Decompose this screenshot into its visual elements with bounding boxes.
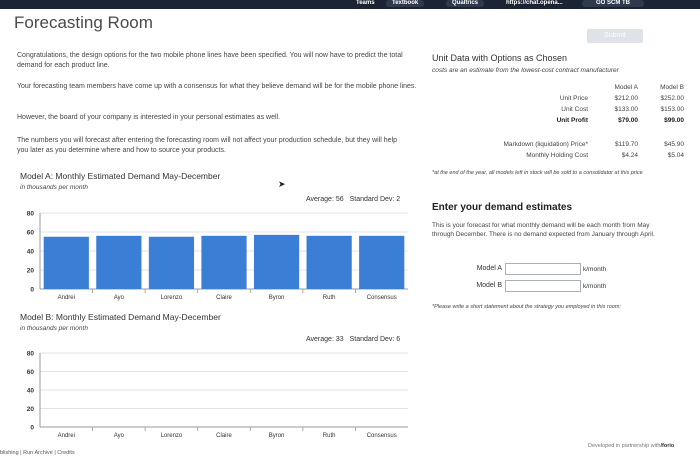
submit-button[interactable]: Submit xyxy=(587,29,643,43)
unit-price-label: Unit Price xyxy=(559,95,588,102)
model-a-stddev-label: Standard Dev: xyxy=(349,196,395,203)
model-b-category-label: Byron xyxy=(269,433,285,439)
model-a-category-label: Lorenzo xyxy=(161,295,183,301)
model-b-stddev-label: Standard Dev: xyxy=(349,336,395,343)
model-b-bar-chart: 0 20 40 60 80 Andrei Ayo Lorenzo Claire Byron Ruth… xyxy=(27,351,408,439)
model-a-category-label: Ayo xyxy=(114,295,125,301)
model-b-average-label: Average: xyxy=(306,336,334,343)
model-b-ytick-label: 80 xyxy=(27,351,35,358)
bookmark-go-scm[interactable]: GO SCM TB xyxy=(582,0,644,7)
model-b-category-label: Andrei xyxy=(58,433,75,439)
model-b-chart-title: Model B: Monthly Estimated Demand May-De… xyxy=(20,312,221,322)
unit-cost-b: $153.00 xyxy=(660,106,685,113)
model-a-bar-ruth xyxy=(306,235,352,289)
model-a-bar-lorenzo xyxy=(148,236,195,289)
model-a-unit: k/month xyxy=(583,266,607,273)
unit-profit-label: Unit Profit xyxy=(556,117,588,124)
page-title: Forecasting Room xyxy=(14,13,153,32)
markdown-price-a: $119.70 xyxy=(614,141,638,148)
model-b-ytick-label: 40 xyxy=(27,388,35,395)
unit-profit-a: $79.00 xyxy=(618,117,638,124)
unit-cost-a: $133.00 xyxy=(614,106,639,113)
unit-price-a: $212.00 xyxy=(614,95,639,102)
model-b-stddev-value: 6 xyxy=(396,336,401,343)
forecasting-room-page: Forecasting Room Submit Congratulations,… xyxy=(0,9,700,460)
browser-bookmark-bar: Teams Textbook Qualtrics https://chat.op… xyxy=(0,0,700,9)
bookmark-chat[interactable]: https://chat.opena... xyxy=(506,0,563,6)
intro-paragraph-4: The numbers you will forecast after ente… xyxy=(17,137,398,154)
markdown-price-b: $45.90 xyxy=(664,141,684,148)
model-a-average-label: Average: xyxy=(306,196,334,203)
estimates-title: Enter your demand estimates xyxy=(432,202,573,213)
cursor-pointer-icon: ➤ xyxy=(278,179,286,189)
holding-cost-a: $4.24 xyxy=(621,152,638,159)
model-a-ytick-label: 40 xyxy=(27,249,35,256)
model-a-input-label: Model A xyxy=(476,265,502,272)
model-a-category-label: Ruth xyxy=(323,295,336,301)
model-a-chart-subtitle: in thousands per month xyxy=(20,184,88,191)
model-b-category-label: Lorenzo xyxy=(161,433,183,439)
model-a-ytick-label: 80 xyxy=(27,211,35,218)
model-a-category-label: Consensus xyxy=(367,295,397,301)
model-b-category-label: Ayo xyxy=(114,433,125,439)
model-a-category-label: Andrei xyxy=(58,295,75,301)
model-a-bar-andrei xyxy=(43,236,89,289)
model-a-category-label: Claire xyxy=(216,295,232,301)
unit-data-col-b: Model B xyxy=(660,84,684,91)
model-b-category-label: Ruth xyxy=(323,433,336,439)
intro-paragraph-3: However, the board of your company is in… xyxy=(17,114,281,121)
model-b-category-label: Consensus xyxy=(367,433,397,439)
unit-data-subtitle: costs are an estimate from the lowest-co… xyxy=(432,67,619,74)
bookmark-teams[interactable]: Teams xyxy=(356,0,375,6)
model-a-stddev-value: 2 xyxy=(396,196,401,203)
model-b-ytick-label: 0 xyxy=(30,425,34,432)
model-a-average-value: 56 xyxy=(335,196,344,203)
estimates-description: This is your forecast for what monthly d… xyxy=(432,222,655,238)
intro-paragraph-1: Congratulations, the design options for … xyxy=(17,52,403,69)
markdown-note: *at the end of the year, all models left… xyxy=(432,170,643,176)
markdown-price-label: Markdown (liquidation) Price* xyxy=(503,141,588,148)
unit-price-b: $252.00 xyxy=(660,95,685,102)
holding-cost-b: $5.04 xyxy=(667,152,684,159)
bookmark-qualtrics[interactable]: Qualtrics xyxy=(446,0,485,7)
model-b-average-value: 33 xyxy=(335,336,344,343)
model-a-bar-chart: 0 20 40 60 80 Andrei Ayo Lorenzo Claire Byron Ruth… xyxy=(27,211,408,301)
model-b-category-label: Claire xyxy=(216,433,232,439)
footer-links[interactable]: blishing | Run Archive | Credits xyxy=(0,450,75,456)
model-a-bar-ayo xyxy=(96,235,142,289)
unit-profit-b: $99.00 xyxy=(664,117,684,124)
model-b-input-label: Model B xyxy=(476,282,502,289)
model-a-bar-consensus xyxy=(359,235,405,289)
unit-cost-label: Unit Cost xyxy=(561,106,588,113)
intro-paragraph-2: Your forecasting team members have come … xyxy=(17,83,417,90)
model-b-demand-input[interactable] xyxy=(505,280,581,292)
model-b-stats: Average: 33 Standard Dev: 6 xyxy=(306,336,400,343)
model-a-chart-title: Model A: Monthly Estimated Demand May-De… xyxy=(20,171,221,181)
unit-data-col-a: Model A xyxy=(614,84,639,91)
bookmark-textbook[interactable]: Textbook xyxy=(386,0,425,7)
model-a-ytick-label: 0 xyxy=(30,287,34,294)
model-b-unit: k/month xyxy=(583,283,607,290)
model-a-demand-input[interactable] xyxy=(505,263,581,275)
model-a-bar-claire xyxy=(201,235,247,289)
model-a-ytick-label: 20 xyxy=(27,268,35,275)
model-b-ytick-label: 20 xyxy=(27,406,35,413)
strategy-note: *Please write a short statement about th… xyxy=(432,304,621,310)
unit-data-title: Unit Data with Options as Chosen xyxy=(432,53,568,63)
footer-credit-prefix: Developed in partnership with xyxy=(588,443,661,449)
model-b-ytick-label: 60 xyxy=(27,369,35,376)
model-a-category-label: Byron xyxy=(269,295,285,301)
model-a-stats: Average: 56 Standard Dev: 2 xyxy=(306,196,400,203)
holding-cost-label: Monthly Holding Cost xyxy=(526,152,588,159)
model-a-ytick-label: 60 xyxy=(27,230,35,237)
model-b-chart-subtitle: in thousands per month xyxy=(20,325,88,332)
footer-credit: Developed in partnership with/forio xyxy=(588,443,674,449)
forio-logo: /forio xyxy=(660,443,675,449)
model-a-bar-byron xyxy=(253,234,300,289)
